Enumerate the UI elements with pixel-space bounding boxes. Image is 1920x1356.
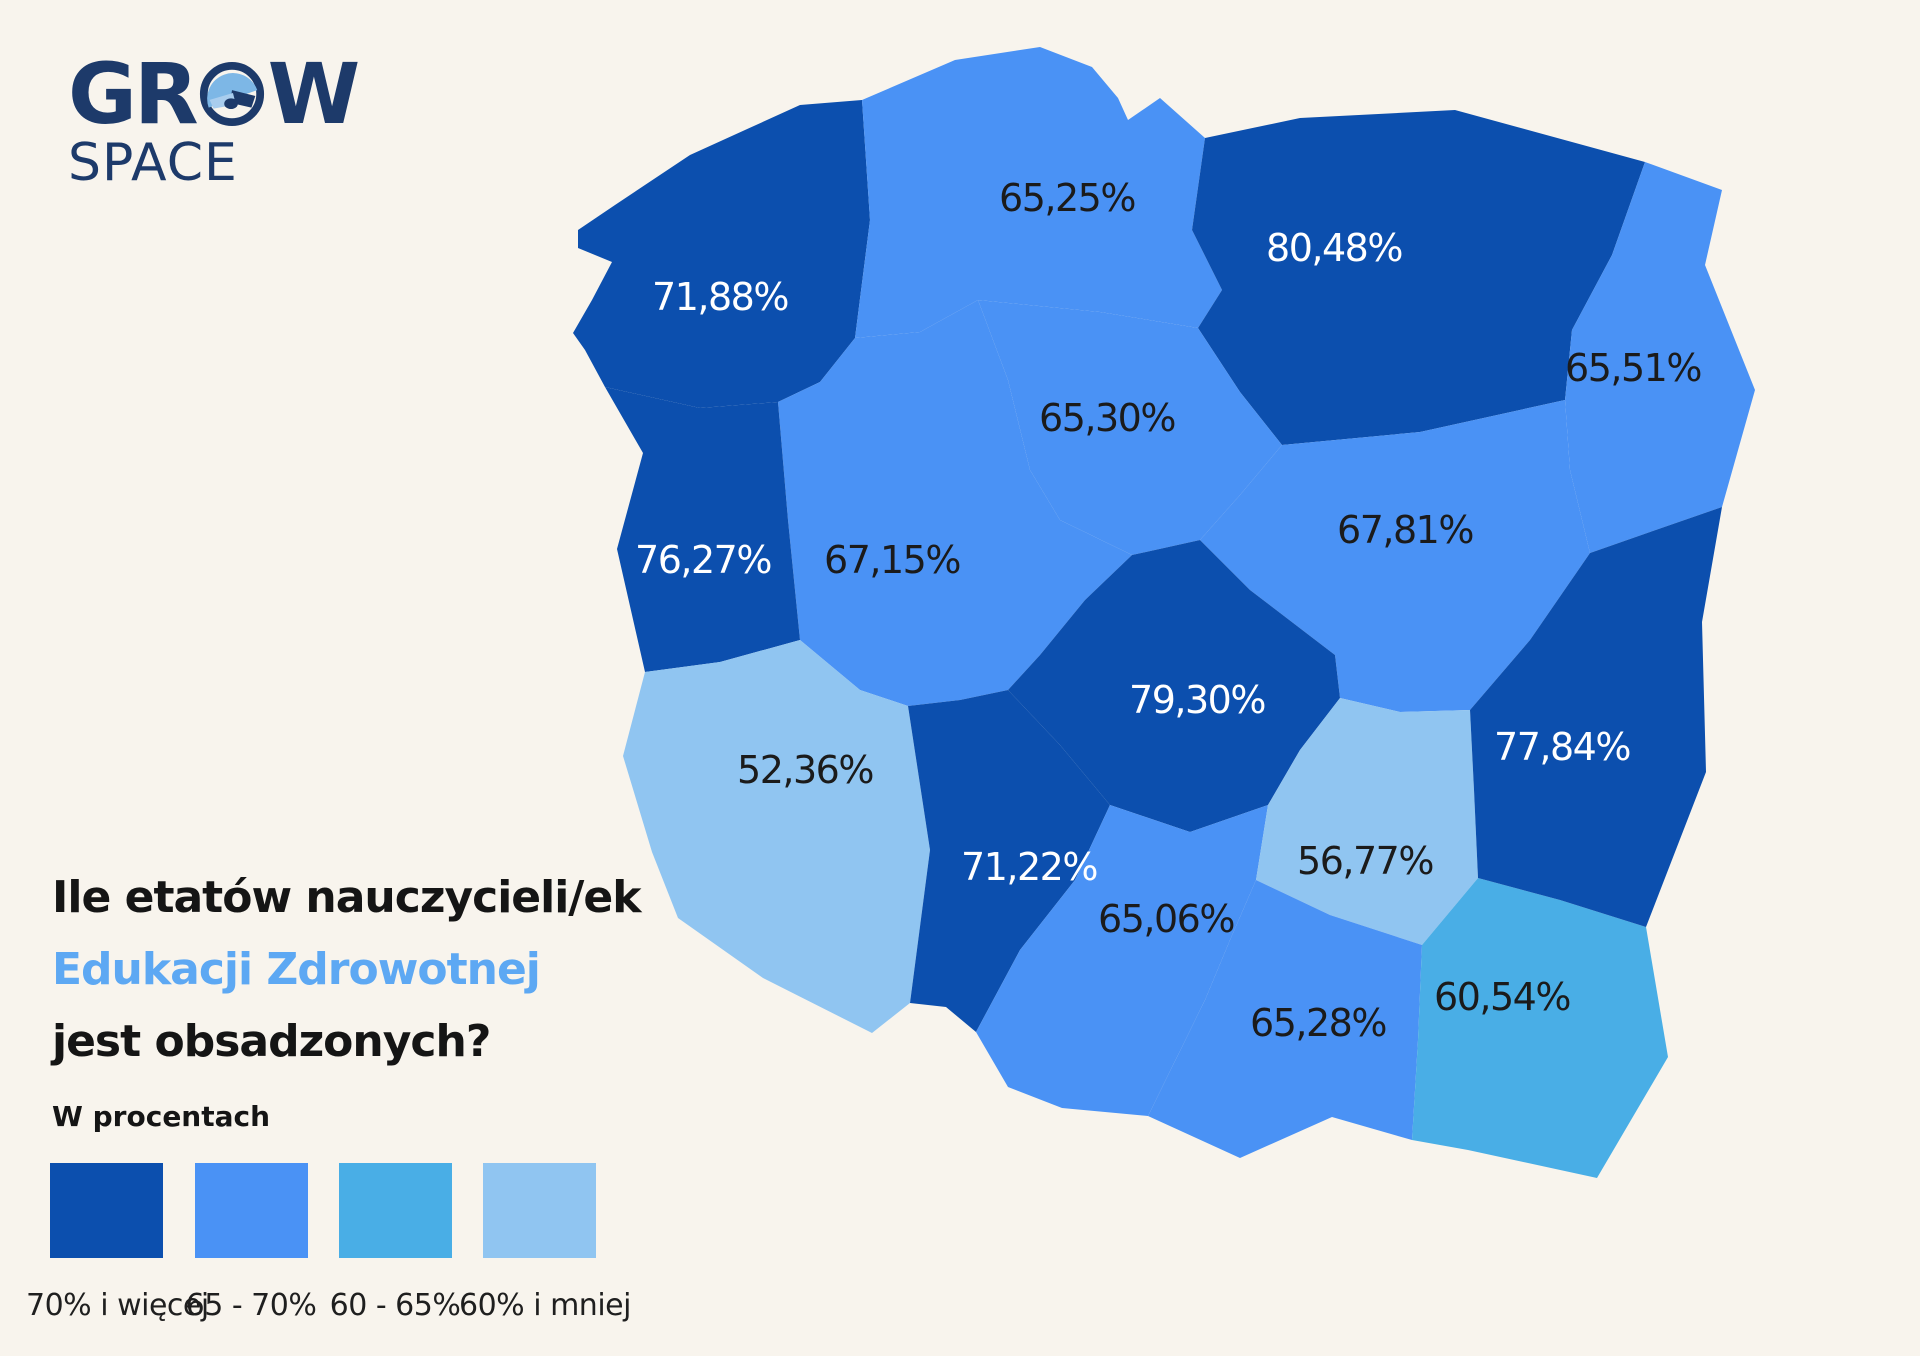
region-wielkopolskie	[778, 300, 1132, 706]
handshake-icon	[199, 61, 264, 127]
region-label-malopolskie: 65,28%	[1250, 1001, 1386, 1045]
region-podkarpackie	[1412, 878, 1668, 1178]
legend-label: 60% i mniej	[459, 1288, 631, 1323]
region-dolnoslaskie	[623, 640, 930, 1033]
region-label-zachodniopomorskie: 71,88%	[652, 275, 788, 319]
region-label-swietokrzyskie: 56,77%	[1297, 839, 1433, 883]
region-mazowieckie	[1200, 400, 1590, 712]
legend: 70% i więcej 65 - 70% 60 - 65% 60% i mni…	[0, 1163, 700, 1343]
region-lodzkie	[1008, 540, 1340, 832]
region-swietokrzyskie	[1256, 698, 1478, 945]
title-line-1: Ile etatów nauczycieli/ek	[52, 872, 641, 923]
legend-item: 70% i więcej	[26, 1163, 209, 1323]
region-label-mazowieckie: 67,81%	[1337, 508, 1473, 552]
legend-swatch	[338, 1163, 452, 1258]
region-label-kujawsko-pomorskie: 65,30%	[1039, 396, 1175, 440]
region-label-slaskie: 65,06%	[1098, 897, 1234, 941]
infographic-title: Ile etatów nauczycieli/ek Edukacji Zdrow…	[52, 862, 641, 1078]
region-malopolskie	[1148, 880, 1422, 1158]
logo-text-gr: GR	[68, 45, 199, 143]
region-label-opolskie: 71,22%	[961, 845, 1097, 889]
region-zachodniopomorskie	[573, 100, 870, 408]
legend-label: 60 - 65%	[329, 1288, 461, 1323]
logo: GR W SPACE	[68, 45, 361, 193]
region-kujawsko-pomorskie	[978, 300, 1282, 555]
region-lubuskie	[605, 387, 800, 672]
legend-item: 60% i mniej	[459, 1163, 631, 1323]
logo-text-space: SPACE	[68, 133, 238, 193]
region-label-lodzkie: 79,30%	[1129, 678, 1265, 722]
region-label-lubuskie: 76,27%	[635, 538, 771, 582]
region-pomorskie	[855, 47, 1222, 338]
title-highlight: Edukacji Zdrowotnej	[52, 944, 541, 995]
legend-item: 60 - 65%	[315, 1163, 475, 1323]
region-label-warminsko-mazurskie: 80,48%	[1266, 226, 1402, 270]
logo-text-w: W	[267, 45, 361, 143]
legend-item: 65 - 70%	[171, 1163, 331, 1323]
region-lubelskie	[1470, 507, 1722, 927]
region-label-podkarpackie: 60,54%	[1434, 975, 1570, 1019]
legend-label: 70% i więcej	[26, 1288, 209, 1323]
region-opolskie	[908, 690, 1110, 1032]
region-label-dolnoslaskie: 52,36%	[737, 748, 873, 792]
region-label-lubelskie: 77,84%	[1494, 725, 1630, 769]
region-label-pomorskie: 65,25%	[999, 176, 1135, 220]
region-label-podlaskie: 65,51%	[1565, 346, 1701, 390]
legend-label: 65 - 70%	[185, 1288, 317, 1323]
region-slaskie	[976, 805, 1268, 1116]
legend-swatch	[194, 1163, 308, 1258]
legend-heading: W procentach	[52, 1100, 271, 1133]
legend-swatch	[49, 1163, 163, 1258]
region-podlaskie	[1565, 162, 1755, 553]
region-label-wielkopolskie: 67,15%	[824, 538, 960, 582]
legend-swatch	[482, 1163, 596, 1258]
title-line-3: jest obsadzonych?	[52, 1016, 491, 1067]
region-warminsko-mazurskie	[1192, 110, 1645, 445]
